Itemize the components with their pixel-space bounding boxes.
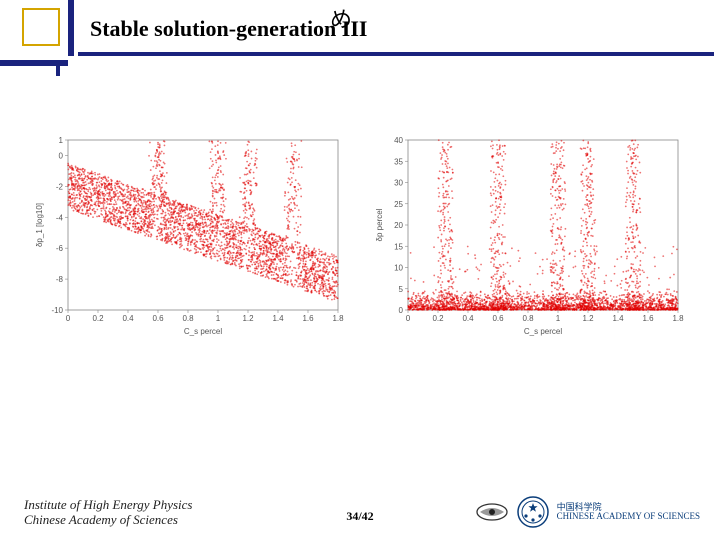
slide-footer: Institute of High Energy Physics Chinese… xyxy=(0,488,720,530)
svg-text:1.4: 1.4 xyxy=(272,314,284,323)
svg-text:1.4: 1.4 xyxy=(612,314,624,323)
vertical-rule-short xyxy=(56,62,60,76)
horizontal-rule-main xyxy=(78,52,714,56)
left-scatter-chart: 0 0.2 0.4 0.6 0.8 1 1.2 1.4 1.6 1.8 -10 -8 -6 -4 -2 0 1 C… xyxy=(30,130,350,340)
svg-text:-8: -8 xyxy=(56,275,64,284)
svg-text:C_s percel: C_s percel xyxy=(524,327,562,336)
institute-line1: Institute of High Energy Physics xyxy=(24,498,193,513)
svg-text:10: 10 xyxy=(394,264,403,273)
logo-region: 中国科学院 CHINESE ACADEMY OF SCIENCES xyxy=(475,496,700,528)
svg-text:1.6: 1.6 xyxy=(642,314,654,323)
svg-text:20: 20 xyxy=(394,221,403,230)
slide-title: Stable solution-generation III xyxy=(90,16,367,42)
svg-text:-2: -2 xyxy=(56,182,64,191)
svg-text:1: 1 xyxy=(216,314,221,323)
svg-text:1.8: 1.8 xyxy=(672,314,684,323)
decorative-box xyxy=(22,8,60,46)
svg-text:1.6: 1.6 xyxy=(302,314,314,323)
svg-text:15: 15 xyxy=(394,242,403,251)
svg-text:-4: -4 xyxy=(56,213,64,222)
svg-text:0.4: 0.4 xyxy=(122,314,134,323)
svg-text:1.8: 1.8 xyxy=(332,314,344,323)
vertical-rule-main xyxy=(68,0,74,56)
svg-text:0.4: 0.4 xyxy=(462,314,474,323)
svg-text:0.6: 0.6 xyxy=(492,314,504,323)
slide-header: め Stable solution-generation III xyxy=(0,0,720,80)
svg-text:0: 0 xyxy=(406,314,411,323)
cas-text: 中国科学院 CHINESE ACADEMY OF SCIENCES xyxy=(557,503,700,522)
svg-text:0: 0 xyxy=(59,151,64,160)
svg-text:35: 35 xyxy=(394,157,403,166)
right-scatter-chart: 0 0.2 0.4 0.6 0.8 1 1.2 1.4 1.6 1.8 0 5 10 15 20 25 30 35… xyxy=(370,130,690,340)
svg-text:1.2: 1.2 xyxy=(242,314,254,323)
svg-text:0.8: 0.8 xyxy=(182,314,194,323)
institute-label: Institute of High Energy Physics Chinese… xyxy=(24,498,193,528)
svg-text:0.2: 0.2 xyxy=(432,314,444,323)
svg-text:5: 5 xyxy=(399,285,404,294)
svg-text:-10: -10 xyxy=(51,306,63,315)
svg-text:-6: -6 xyxy=(56,244,64,253)
svg-text:1.2: 1.2 xyxy=(582,314,594,323)
svg-text:1: 1 xyxy=(556,314,561,323)
svg-text:C_s percel: C_s percel xyxy=(184,327,222,336)
svg-text:1: 1 xyxy=(59,136,64,145)
charts-container: 0 0.2 0.4 0.6 0.8 1 1.2 1.4 1.6 1.8 -10 -8 -6 -4 -2 0 1 C… xyxy=(30,130,690,340)
svg-text:0.2: 0.2 xyxy=(92,314,104,323)
svg-text:0.8: 0.8 xyxy=(522,314,534,323)
institute-line2: Chinese Academy of Sciences xyxy=(24,513,193,528)
cas-logo-icon xyxy=(517,496,549,528)
cas-line2: CHINESE ACADEMY OF SCIENCES xyxy=(557,512,700,521)
swirl-logo-icon xyxy=(475,498,509,526)
page-number: 34/42 xyxy=(346,509,373,524)
svg-text:25: 25 xyxy=(394,200,403,209)
svg-text:δp_1 [log10]: δp_1 [log10] xyxy=(35,203,44,247)
svg-text:0: 0 xyxy=(66,314,71,323)
svg-text:30: 30 xyxy=(394,179,403,188)
svg-text:0.6: 0.6 xyxy=(152,314,164,323)
svg-text:40: 40 xyxy=(394,136,403,145)
svg-text:0: 0 xyxy=(399,306,404,315)
svg-text:δp percel: δp percel xyxy=(375,208,384,241)
